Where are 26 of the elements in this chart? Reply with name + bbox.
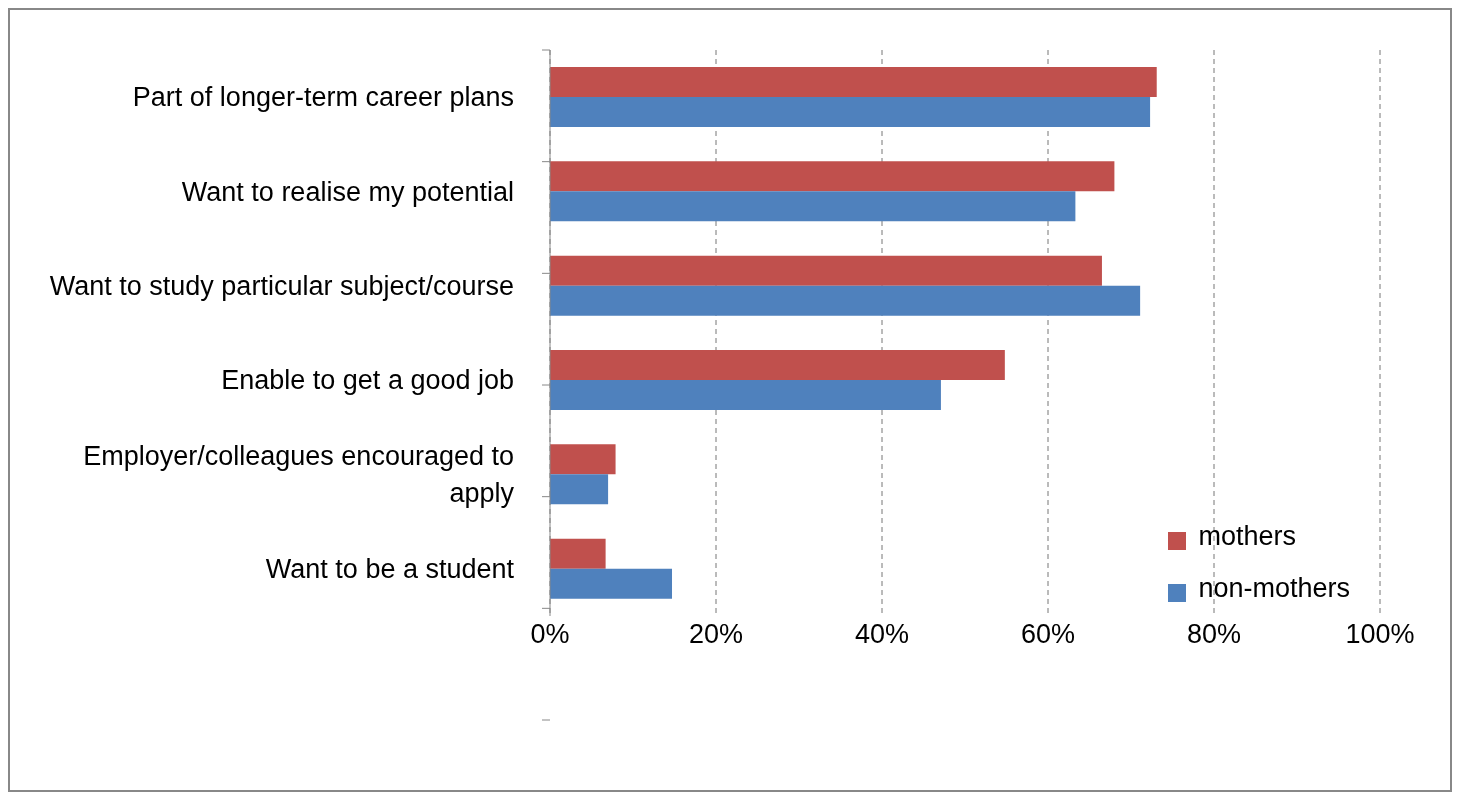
bar — [550, 474, 609, 505]
bar — [550, 285, 1141, 316]
y-tick-label: Want to be a student — [265, 553, 515, 584]
bar — [550, 191, 1076, 222]
x-tick-label: 0% — [530, 619, 570, 650]
x-tick-label: 40% — [854, 619, 910, 650]
legend-label: mothers — [1198, 521, 1296, 551]
y-tick-label: Want to realise my potential — [181, 176, 514, 207]
bar — [550, 96, 1151, 127]
bar — [550, 379, 941, 410]
bar — [550, 538, 606, 569]
bar — [550, 444, 616, 475]
y-tick-label: Enable to get a good job — [221, 365, 514, 396]
bar — [550, 255, 1102, 286]
bar — [550, 568, 673, 599]
bar — [550, 349, 1005, 380]
x-tick-label: 80% — [1186, 619, 1242, 650]
x-tick-label: 60% — [1020, 619, 1076, 650]
x-tick-label: 100% — [1345, 619, 1415, 650]
y-tick-label: Want to study particular subject/course — [49, 270, 514, 301]
bar — [550, 161, 1115, 192]
bar — [550, 66, 1157, 97]
y-tick-label: Part of longer-term career plans — [132, 82, 514, 113]
y-tick-label: Employer/colleagues encouraged to apply — [83, 440, 515, 509]
x-tick-label: 20% — [688, 619, 744, 650]
legend-label: non-mothers — [1198, 573, 1350, 603]
